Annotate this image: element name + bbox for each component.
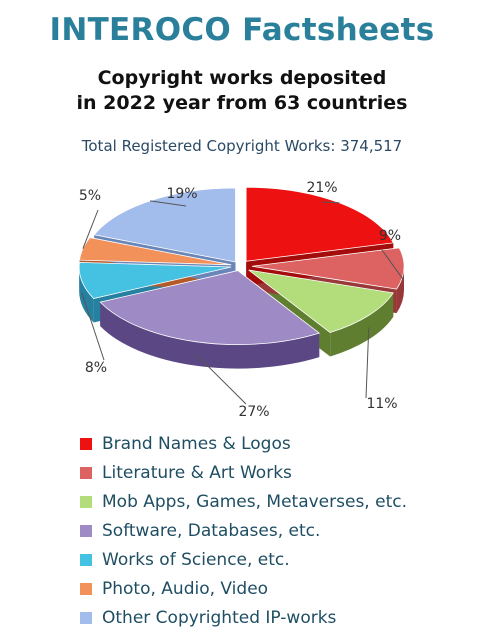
chart-legend: Brand Names & Logos Literature & Art Work… <box>80 429 407 632</box>
data-label: 8% <box>85 360 107 376</box>
legend-item: Other Copyrighted IP-works <box>80 603 407 632</box>
pie-slice-mob-apps-games-metaverses-etc <box>248 269 394 333</box>
pie-chart: 21% 9% 11% 27% 8% 5% 19% <box>78 180 405 420</box>
page-title: INTEROCO Factsheets <box>49 12 435 48</box>
legend-swatch <box>80 466 92 479</box>
pie-slice-software-databases-etc <box>99 270 321 345</box>
legend-item: Software, Databases, etc. <box>80 516 407 545</box>
leader-line <box>82 209 99 249</box>
data-label: 27% <box>238 404 269 420</box>
total-works-text: Total Registered Copyright Works: 374,51… <box>81 137 403 155</box>
data-label: 9% <box>379 228 401 244</box>
legend-swatch <box>80 582 92 595</box>
pie-slice-brand-names-logos <box>245 186 394 262</box>
legend-label: Brand Names & Logos <box>102 433 291 454</box>
legend-label: Mob Apps, Games, Metaverses, etc. <box>102 491 407 512</box>
subtitle-line-1: Copyright works deposited <box>97 67 387 89</box>
legend-item: Mob Apps, Games, Metaverses, etc. <box>80 487 407 516</box>
leader-line <box>149 200 187 207</box>
legend-swatch <box>80 611 92 624</box>
legend-label: Literature & Art Works <box>102 462 292 483</box>
legend-item: Works of Science, etc. <box>80 545 407 574</box>
pie-slice-literature-art-works <box>251 247 405 290</box>
chart-subtitle: Copyright works deposited in 2022 year f… <box>0 66 484 116</box>
leader-line <box>321 201 340 204</box>
legend-label: Photo, Audio, Video <box>102 578 269 599</box>
leader-line <box>381 249 405 281</box>
legend-item: Brand Names & Logos <box>80 429 407 458</box>
pie-slice-works-of-science-etc <box>78 261 232 299</box>
legend-swatch <box>80 553 92 566</box>
data-label: 19% <box>166 186 197 202</box>
slice-side <box>100 302 320 369</box>
data-label: 11% <box>366 396 397 412</box>
leader-line <box>195 353 247 405</box>
data-label: 5% <box>79 188 101 204</box>
data-label: 21% <box>306 180 337 196</box>
legend-label: Software, Databases, etc. <box>102 520 321 541</box>
leader-line <box>365 327 370 399</box>
subtitle-line-2: in 2022 year from 63 countries <box>76 92 408 114</box>
legend-swatch <box>80 495 92 508</box>
legend-label: Other Copyrighted IP-works <box>102 607 337 628</box>
legend-label: Works of Science, etc. <box>102 549 290 570</box>
legend-swatch <box>80 437 92 450</box>
slice-side <box>79 267 94 323</box>
legend-item: Literature & Art Works <box>80 458 407 487</box>
legend-swatch <box>80 524 92 537</box>
legend-item: Photo, Audio, Video <box>80 574 407 603</box>
slice-side <box>330 292 394 357</box>
pie-slice-other-copyrighted-ip-works <box>93 187 236 263</box>
leader-line <box>81 292 105 361</box>
